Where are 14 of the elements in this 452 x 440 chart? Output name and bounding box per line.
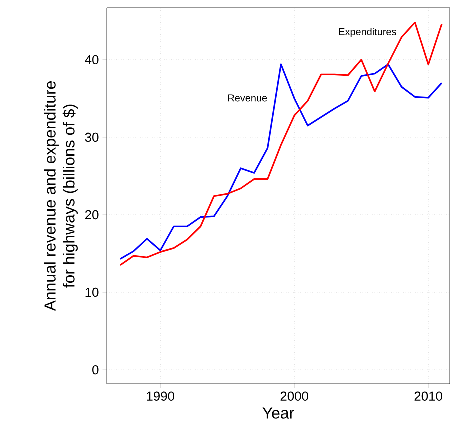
x-tick-label: 1990 (147, 392, 174, 401)
series-label: Expenditures (339, 28, 396, 38)
line-series (120, 22, 443, 266)
y-tick-label: 30 (85, 132, 99, 142)
x-tick-label: 2000 (280, 392, 308, 401)
y-tick-label: 20 (85, 210, 99, 220)
series-label: Revenue (228, 94, 268, 102)
x-tick-label: 2010 (414, 392, 442, 401)
y-tick-label: 40 (85, 55, 99, 65)
y-tick-label: 10 (86, 288, 99, 298)
y-axis-title: Annual revenue and expenditure for highways (billions of $) (44, 82, 78, 312)
line-series (120, 64, 443, 260)
x-axis-title: Year (262, 408, 294, 419)
y-tick-label: 0 (92, 365, 99, 375)
